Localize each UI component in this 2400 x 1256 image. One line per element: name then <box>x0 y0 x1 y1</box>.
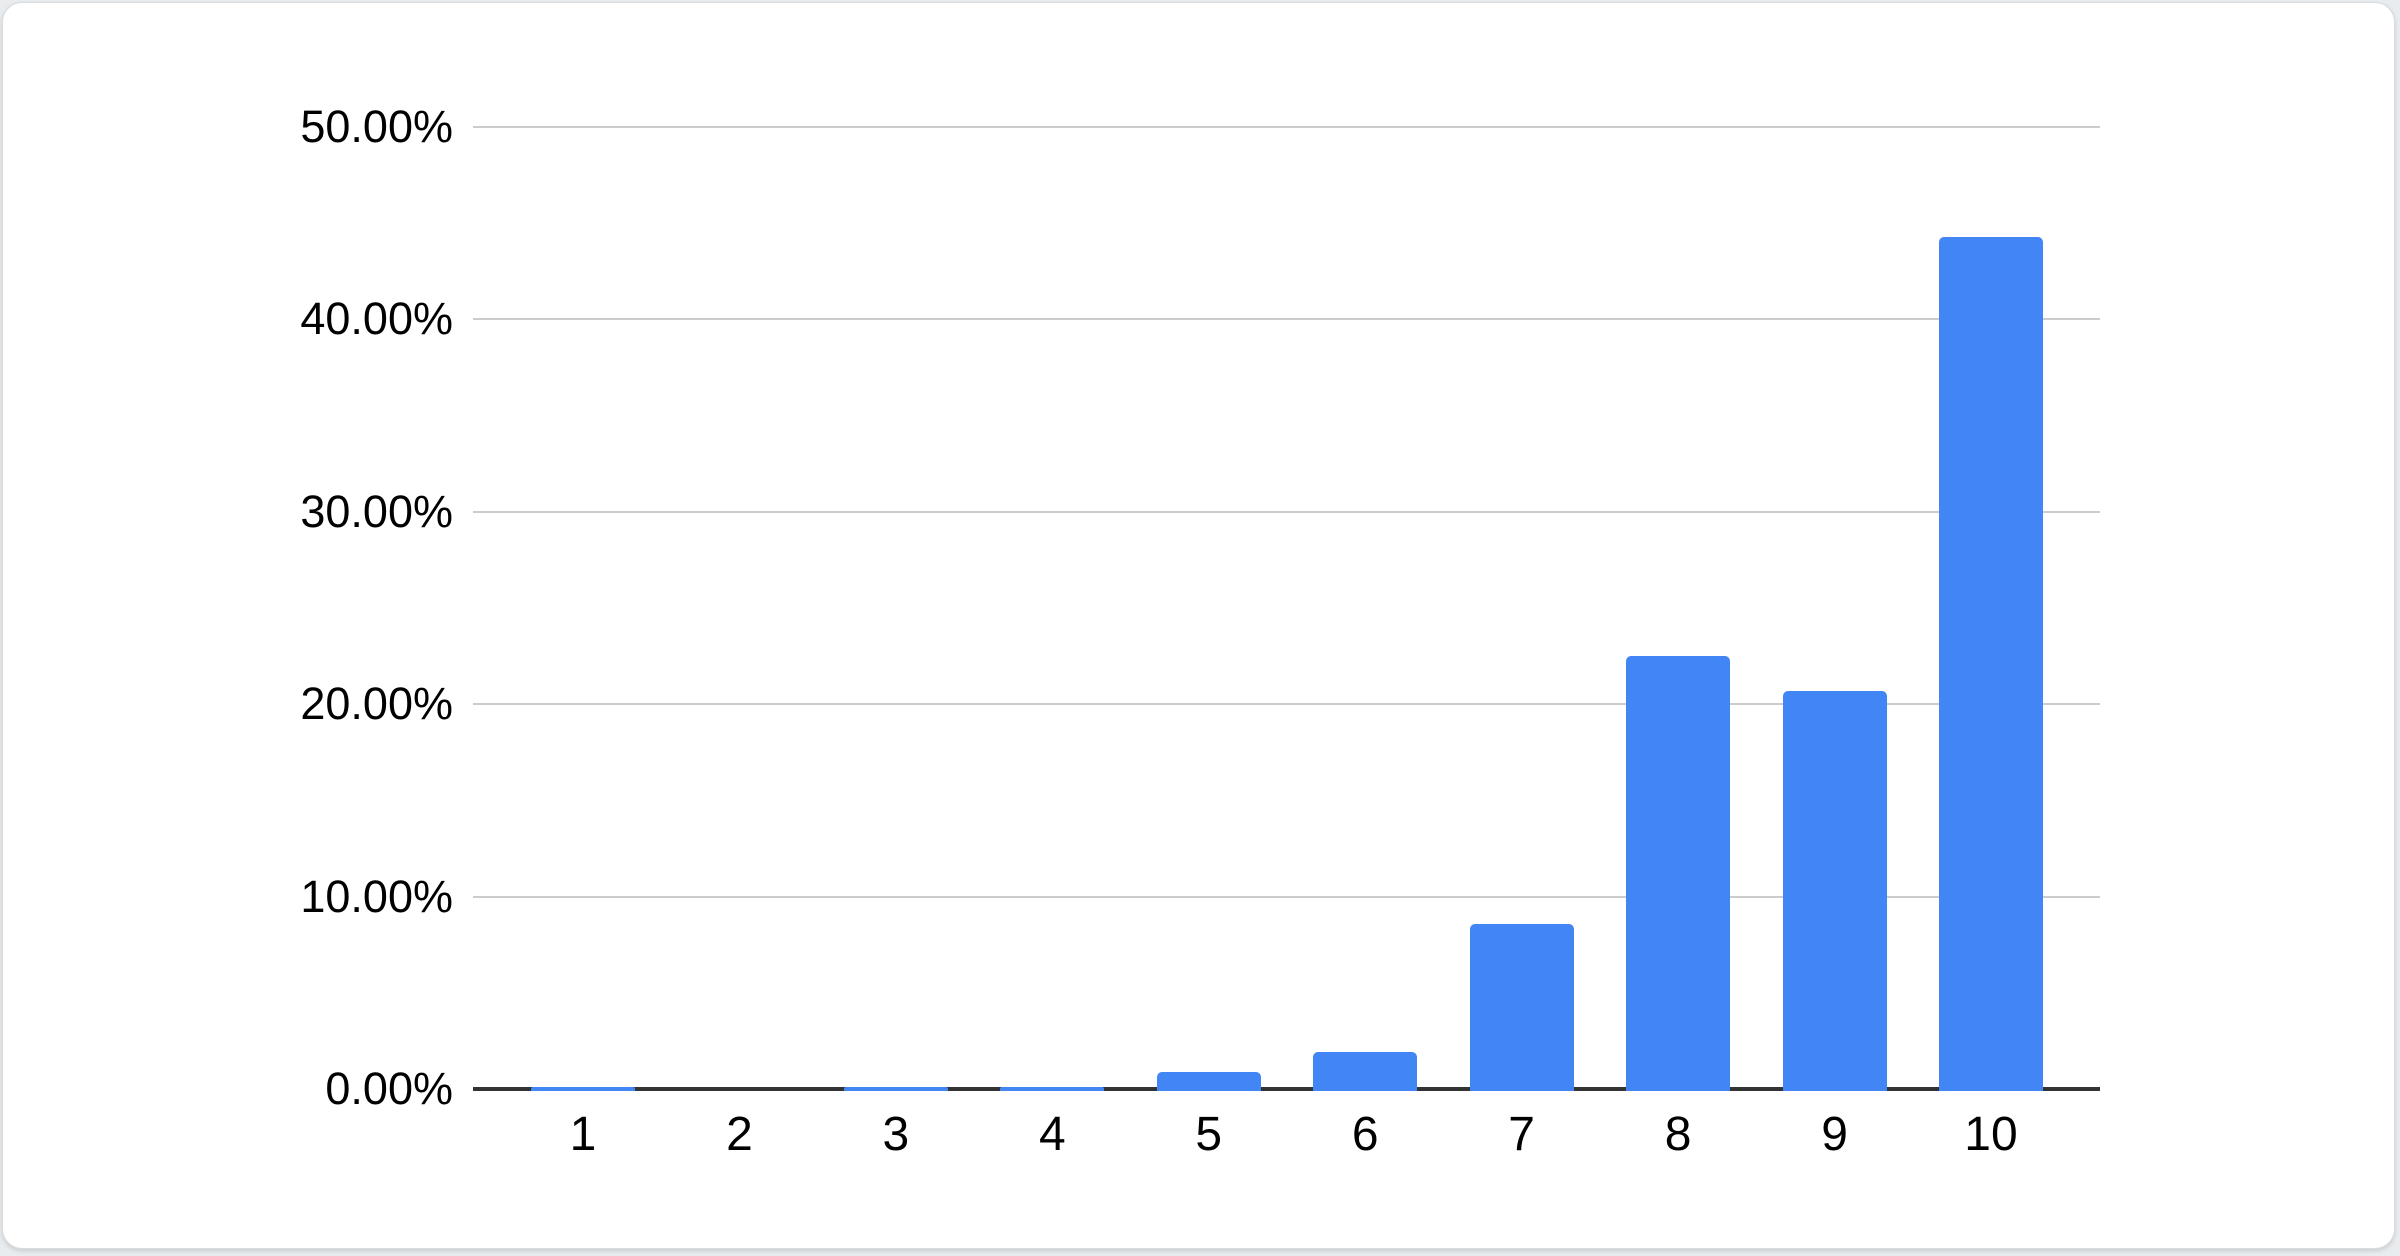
y-axis-tick-label: 10.00% <box>300 870 453 922</box>
x-axis-tick-label: 3 <box>882 1108 910 1161</box>
gridline <box>473 510 2100 513</box>
y-axis-tick-label: 30.00% <box>300 485 453 537</box>
y-axis-tick-label: 40.00% <box>300 293 453 345</box>
gridline <box>473 703 2100 706</box>
y-axis-tick-label: 0.00% <box>325 1063 453 1114</box>
x-axis-baseline <box>473 1087 2100 1091</box>
x-axis-tick-label: 2 <box>726 1108 753 1161</box>
x-axis-tick-label: 6 <box>1351 1108 1379 1161</box>
bar-category-5 <box>1156 1071 1261 1091</box>
x-axis-tick-label: 9 <box>1821 1108 1848 1161</box>
x-axis-tick-label: 10 <box>1964 1108 2018 1161</box>
bar-category-1 <box>531 1087 635 1091</box>
bar-category-4 <box>1000 1087 1105 1091</box>
bar-category-10 <box>1938 236 2043 1091</box>
gridline <box>473 318 2100 321</box>
bar-category-8 <box>1626 656 1731 1091</box>
x-axis-tick-label: 5 <box>1195 1108 1223 1161</box>
x-axis-tick-label: 8 <box>1664 1108 1692 1161</box>
x-axis-tick-label: 4 <box>1038 1108 1066 1161</box>
gridline <box>473 895 2100 898</box>
bar-category-9 <box>1782 690 1887 1091</box>
bar-category-7 <box>1469 923 1574 1091</box>
y-axis-tick-label: 20.00% <box>300 678 453 730</box>
bar-category-6 <box>1313 1052 1418 1091</box>
x-axis-tick-label: 7 <box>1508 1108 1535 1161</box>
gridline <box>473 126 2100 128</box>
y-axis-tick-label: 50.00% <box>300 101 453 152</box>
bar-category-3 <box>843 1087 948 1091</box>
x-axis-tick-label: 1 <box>569 1108 597 1161</box>
